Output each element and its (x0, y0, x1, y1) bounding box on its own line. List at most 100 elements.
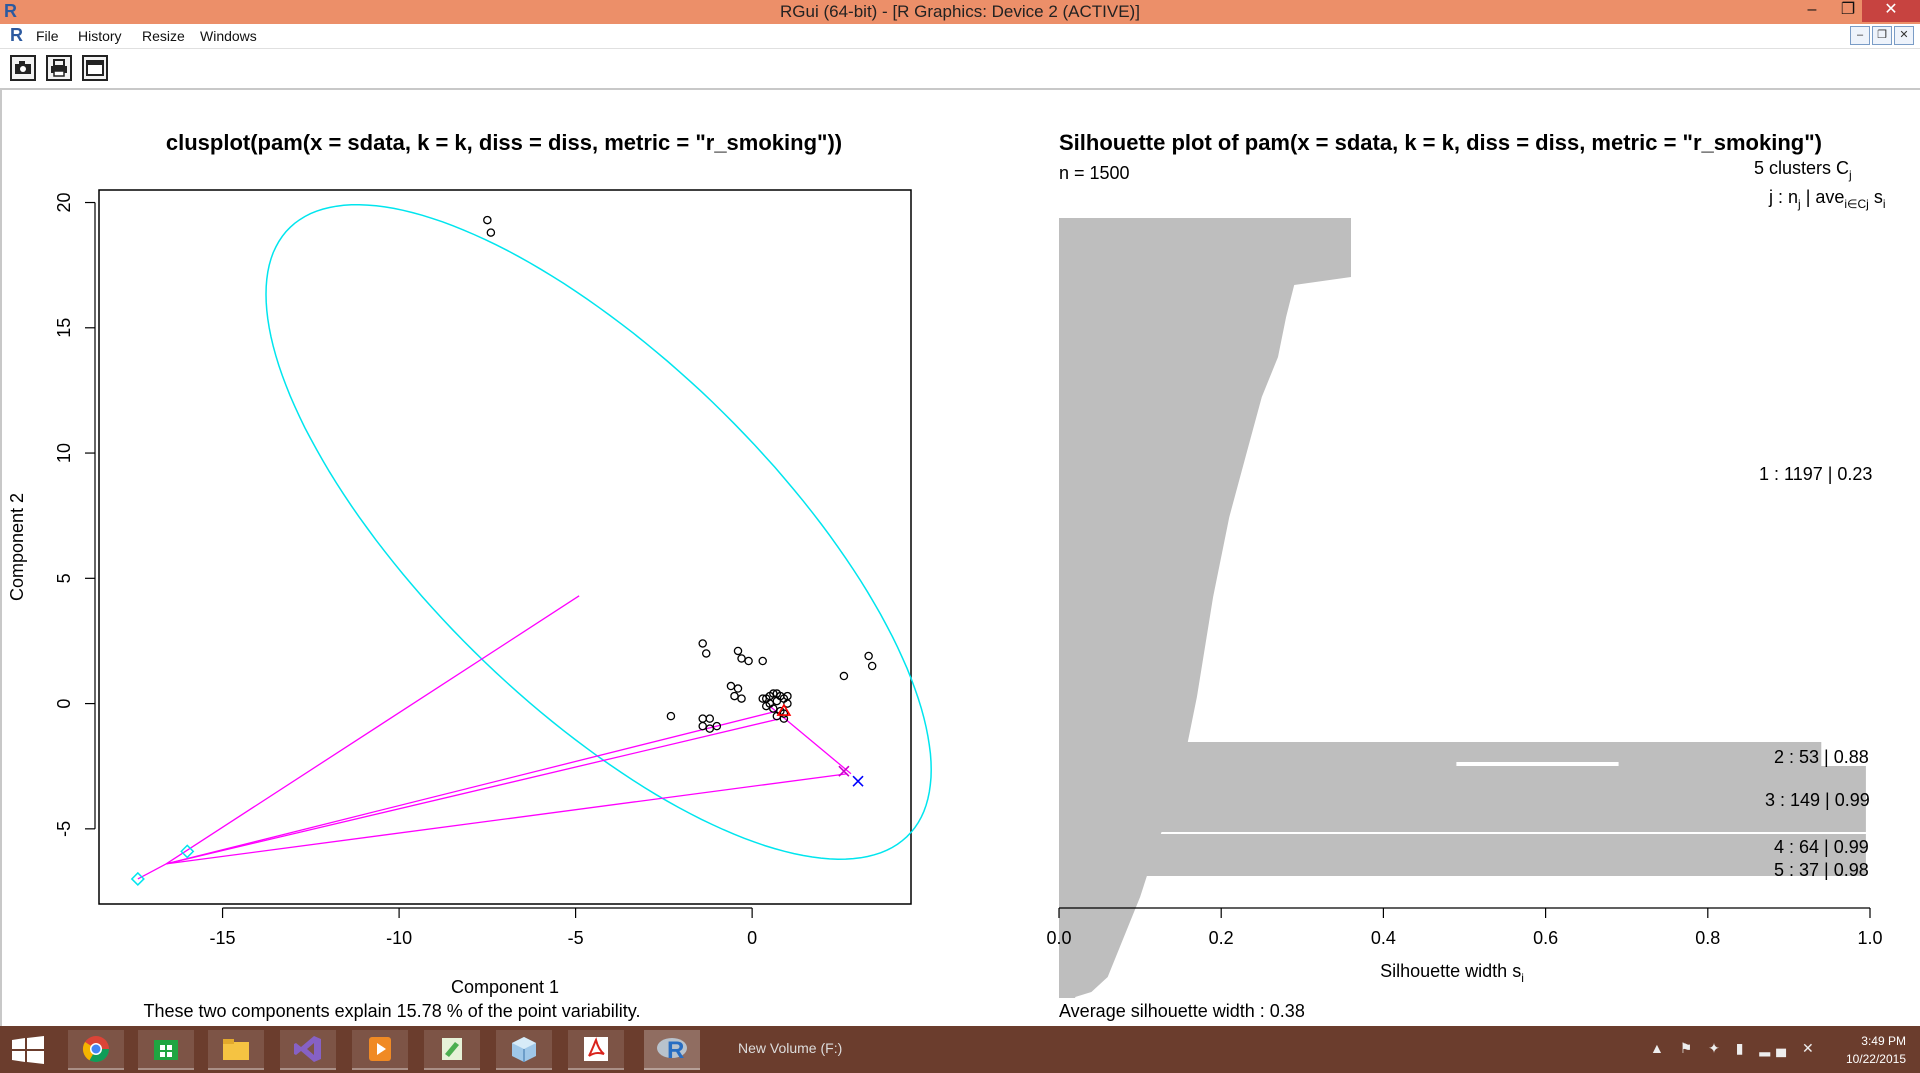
data-point (733, 646, 743, 656)
cluster-segment (165, 717, 781, 865)
silhouette-cluster-2 (1059, 742, 1822, 766)
silhouette-title: Silhouette plot of pam(x = sdata, k = k,… (1059, 130, 1822, 155)
mdi-minimize-icon[interactable]: – (1850, 26, 1870, 45)
data-point (705, 714, 715, 723)
clock-time: 3:49 PM (1861, 1034, 1906, 1048)
plot-canvas: clusplot(pam(x = sdata, k = k, diss = di… (7, 130, 1886, 1021)
clock[interactable]: 3:49 PM 10/22/2015 (1826, 1032, 1906, 1068)
silhouette-x-tick-label: 0.2 (1209, 928, 1234, 948)
silhouette-cluster-label: 4 : 64 | 0.99 (1774, 837, 1869, 857)
window-icon[interactable] (82, 55, 108, 81)
silhouette-cluster-4 (1059, 834, 1866, 859)
cluster-ellipse (265, 203, 932, 860)
medoid-marker (180, 844, 195, 859)
data-point (483, 215, 492, 225)
data-point (839, 671, 849, 681)
medoid-marker (852, 775, 864, 787)
acrobat-icon[interactable] (568, 1030, 624, 1070)
tray-icons[interactable]: ▲ ⚑ ✦ ▮ ▂▄ ✕ (1650, 1040, 1820, 1056)
notepad-icon[interactable] (424, 1030, 480, 1070)
silhouette-x-tick-label: 0.6 (1533, 928, 1558, 948)
data-point (698, 639, 707, 648)
data-point (666, 711, 676, 721)
silhouette-cluster-label: 5 : 37 | 0.98 (1774, 860, 1869, 880)
x-tick-label: -10 (386, 928, 412, 948)
clusplot-subtitle: These two components explain 15.78 % of … (144, 1001, 641, 1021)
silhouette-axes: 0.0 0.2 0.4 0.6 0.8 1.0 (1046, 907, 1883, 948)
silhouette-clusters-label: 5 clusters Cj (1754, 158, 1852, 182)
data-point (486, 228, 496, 237)
menu-file[interactable]: File (36, 28, 59, 44)
data-point (712, 721, 722, 731)
silhouette-average-label: Average silhouette width : 0.38 (1059, 1001, 1305, 1021)
data-point (772, 696, 782, 706)
menu-windows[interactable]: Windows (200, 28, 257, 44)
data-point (733, 684, 743, 693)
title-bar: R RGui (64-bit) - [R Graphics: Device 2 … (0, 0, 1920, 24)
clusplot-title: clusplot(pam(x = sdata, k = k, diss = di… (166, 130, 842, 155)
medoid-marker (776, 703, 792, 716)
menu-resize[interactable]: Resize (142, 28, 185, 44)
data-point (726, 681, 736, 691)
data-point (705, 724, 715, 733)
silhouette-bars (1059, 218, 1866, 998)
window-title: RGui (64-bit) - [R Graphics: Device 2 (A… (780, 2, 1140, 21)
r-taskbar-icon[interactable]: R (644, 1030, 700, 1070)
minimize-icon[interactable]: – (1807, 1, 1817, 18)
data-point (769, 689, 778, 698)
medoid-marker (130, 871, 145, 887)
new-volume-label[interactable]: New Volume (F:) (738, 1040, 843, 1056)
data-point (758, 656, 767, 666)
data-point (762, 694, 771, 703)
svg-text:R: R (667, 1037, 684, 1064)
clusplot-ylabel: Component 2 (7, 493, 27, 601)
silhouette-x-tick-label: 0.8 (1695, 928, 1720, 948)
start-windows-icon[interactable] (12, 1036, 44, 1064)
y-tick-label: 0 (54, 699, 74, 709)
x-tick-label: 0 (747, 928, 757, 948)
medoid-marker (838, 765, 850, 777)
data-point (698, 714, 707, 723)
store-icon[interactable] (138, 1030, 194, 1070)
data-point (867, 661, 877, 671)
silhouette-cluster-label: 3 : 149 | 0.99 (1765, 790, 1870, 810)
menu-bar: R File History Resize Windows – ❐ ✕ (0, 24, 1920, 49)
silhouette-cluster-3 (1059, 766, 1866, 832)
maximize-icon[interactable]: ❐ (1840, 1, 1856, 18)
data-point (744, 656, 753, 666)
camera-icon[interactable] (10, 55, 36, 81)
cluster-segment (165, 595, 580, 865)
clusplot-frame (98, 189, 912, 905)
y-tick-label: 20 (54, 193, 74, 213)
y-tick-label: 5 (54, 573, 74, 583)
printer-icon[interactable] (46, 55, 72, 81)
file-explorer-icon[interactable] (208, 1030, 264, 1070)
silhouette-x-tick-label: 0.4 (1371, 928, 1396, 948)
data-point (783, 691, 792, 701)
data-point (772, 711, 782, 721)
mdi-close-icon[interactable]: ✕ (1894, 26, 1914, 45)
silhouette-column-header: j : nj | avei∈Cj si (1768, 187, 1886, 211)
mdi-restore-icon[interactable]: ❐ (1872, 26, 1892, 45)
close-icon[interactable]: ✕ (1862, 0, 1920, 22)
visual-studio-icon[interactable] (280, 1030, 336, 1070)
y-tick-label: 10 (54, 443, 74, 463)
clock-date: 10/22/2015 (1845, 1052, 1906, 1066)
taskbar: R New Volume (F:) ▲ ⚑ ✦ ▮ ▂▄ ✕ 3:49 PM 1… (0, 1026, 1920, 1073)
media-player-icon[interactable] (352, 1030, 408, 1070)
r-app-icon[interactable]: R (10, 25, 23, 45)
cluster-segment (165, 773, 848, 865)
silhouette-x-tick-label: 1.0 (1857, 928, 1882, 948)
silhouette-cluster-label: 2 : 53 | 0.88 (1774, 747, 1869, 767)
cluster-segment (137, 863, 167, 880)
chrome-icon[interactable] (68, 1030, 124, 1070)
y-tick-label: 15 (54, 318, 74, 338)
silhouette-xlabel: Silhouette width si (1380, 961, 1524, 985)
silhouette-notch (1456, 762, 1619, 766)
menu-history[interactable]: History (78, 28, 122, 44)
3d-box-icon[interactable] (496, 1030, 552, 1070)
silhouette-cluster-labels: 1 : 1197 | 0.23 2 : 53 | 0.88 3 : 149 | 0.… (1759, 464, 1872, 880)
clusplot-axes: -15 -10 -5 0 -5 0 5 10 15 20 (54, 193, 757, 948)
toolbar (0, 49, 1920, 90)
data-point (779, 709, 789, 718)
